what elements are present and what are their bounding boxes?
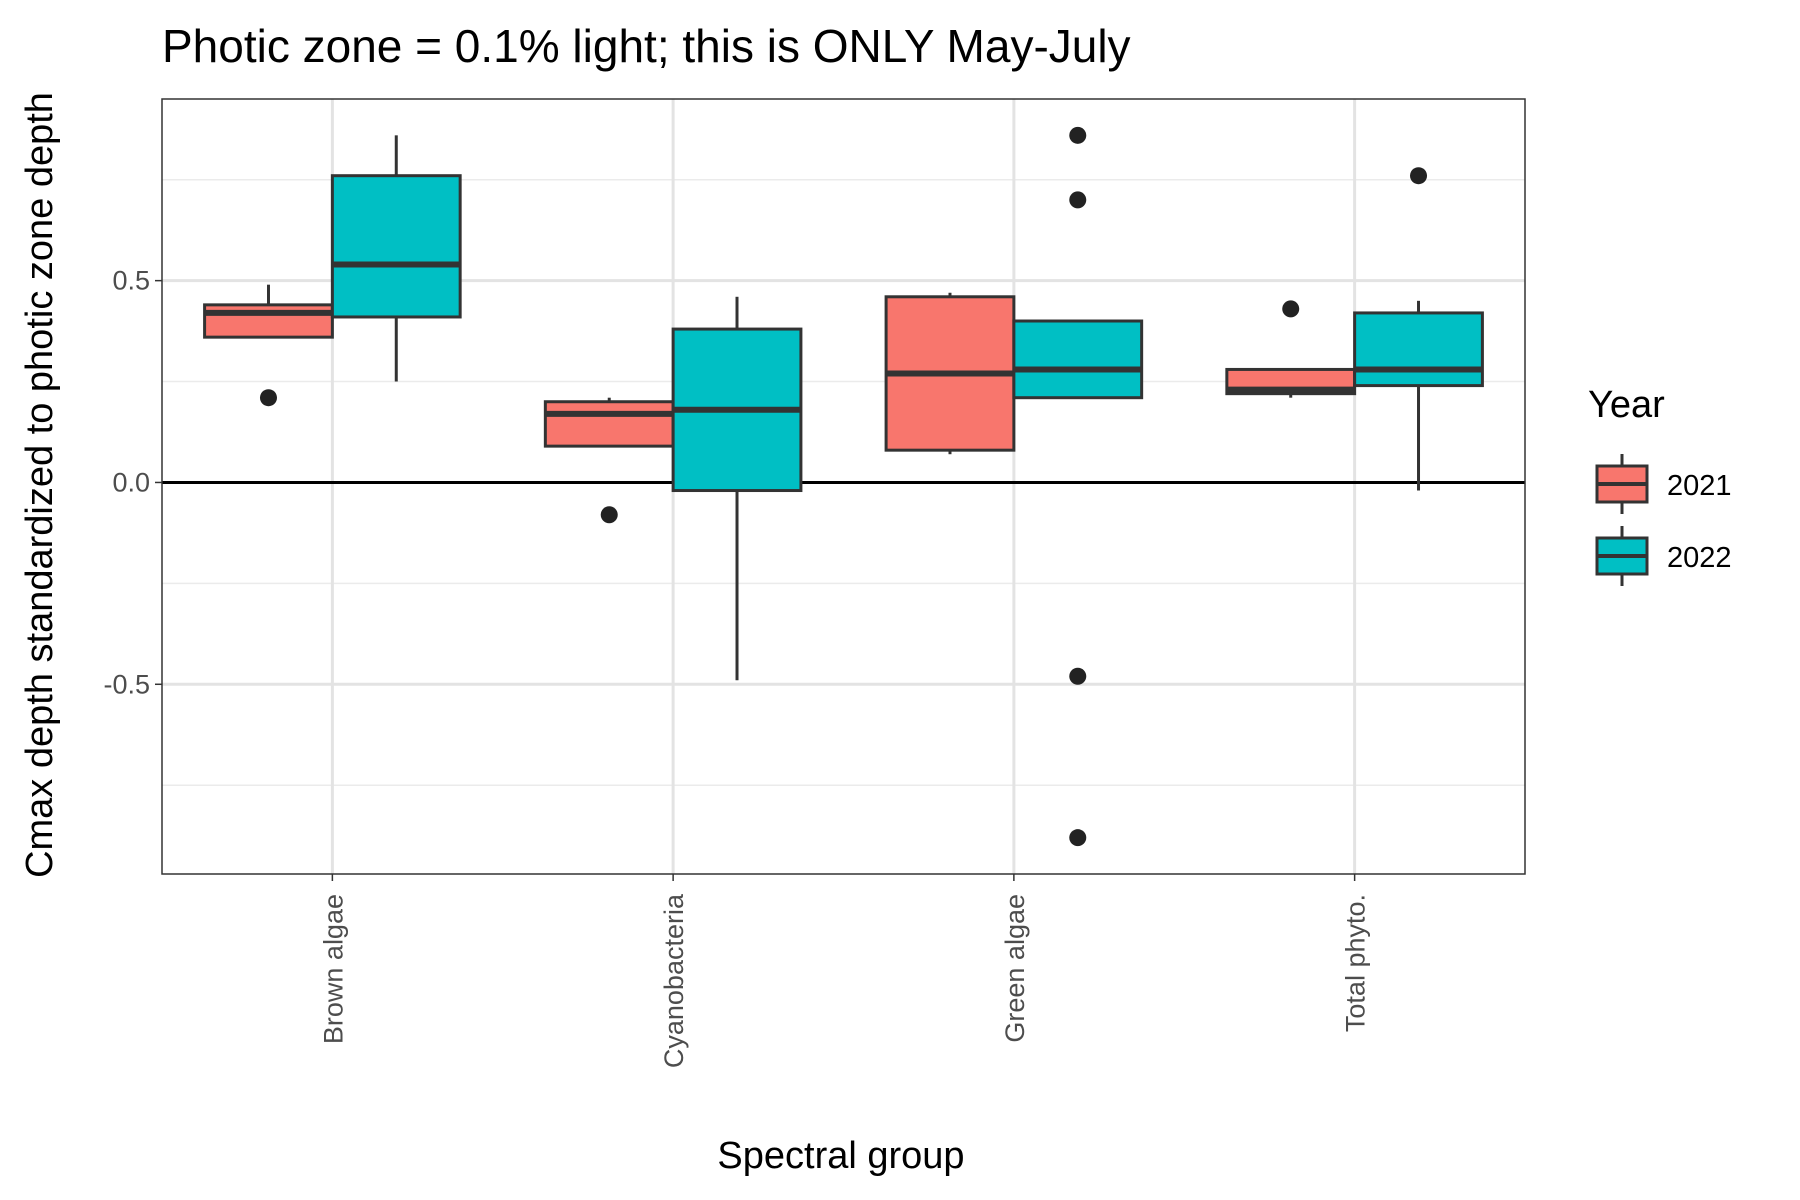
y-tick-label: 0.5	[112, 266, 150, 296]
box-2022-0	[330, 135, 462, 382]
legend-label: 2021	[1667, 470, 1732, 502]
x-axis-title: Spectral group	[717, 1135, 964, 1177]
outlier-point	[259, 389, 277, 407]
y-axis-ticks: -0.5 0.0 0.5	[103, 266, 162, 699]
box-iqr	[1353, 311, 1484, 388]
chart-title: Photic zone = 0.1% light; this is ONLY M…	[162, 20, 1131, 72]
box-iqr	[543, 400, 675, 448]
box-iqr	[203, 303, 334, 339]
legend-item-2021: 2021	[1595, 454, 1732, 514]
x-tick-label: Cyanobacteria	[659, 893, 689, 1068]
x-tick-label: Brown algae	[318, 894, 348, 1044]
box-2022-2	[1012, 126, 1144, 847]
legend-item-2022: 2022	[1595, 526, 1732, 586]
boxes	[203, 126, 1484, 847]
outlier-point	[1410, 167, 1428, 185]
box-2022-1	[671, 296, 803, 681]
x-tick-label: Total phyto.	[1341, 894, 1371, 1032]
box-2021-0	[203, 284, 334, 407]
y-axis-title: Cmax depth standardized to photic zone d…	[19, 92, 61, 878]
legend-label: 2022	[1667, 542, 1732, 574]
box-2021-3	[1225, 300, 1357, 398]
outlier-point	[1282, 300, 1300, 318]
y-tick-label: -0.5	[103, 669, 150, 699]
x-tick-label: Green algae	[1000, 894, 1030, 1043]
box-iqr	[330, 174, 462, 319]
outlier-point	[1069, 829, 1087, 847]
outlier-point	[1069, 667, 1087, 685]
outlier-point	[1069, 191, 1087, 209]
panel-border	[161, 98, 1526, 875]
box-2021-1	[543, 397, 675, 524]
outlier-point	[1069, 126, 1087, 144]
box-2021-2	[884, 292, 1016, 455]
y-tick-label: 0.0	[112, 467, 150, 497]
x-axis-ticks: Brown algae Cyanobacteria Green algae Total…	[318, 874, 1371, 1068]
legend-title: Year	[1588, 384, 1665, 426]
outlier-point	[600, 506, 618, 524]
box-iqr	[1012, 319, 1144, 400]
box-2022-3	[1353, 167, 1484, 491]
legend: Year 2021 2022	[1588, 384, 1732, 586]
